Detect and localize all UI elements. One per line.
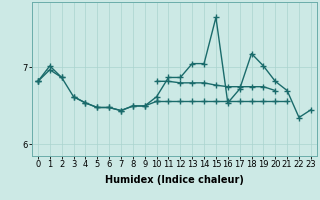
X-axis label: Humidex (Indice chaleur): Humidex (Indice chaleur) <box>105 175 244 185</box>
